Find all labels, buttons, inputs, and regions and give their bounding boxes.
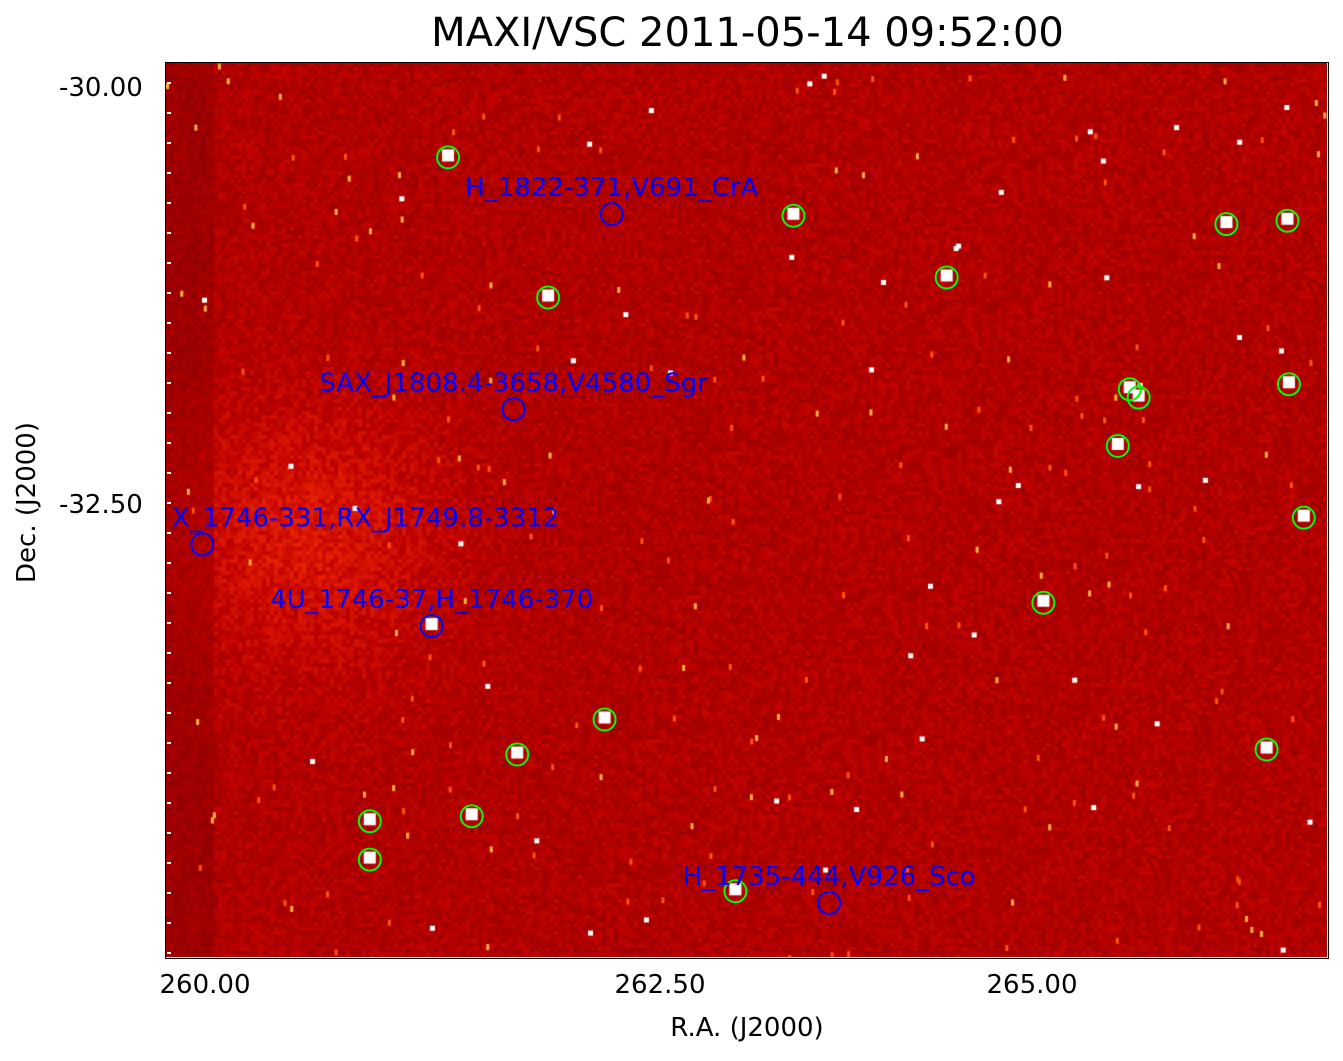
detected-source-marker xyxy=(1276,372,1301,397)
detected-source-marker xyxy=(357,847,382,872)
detected-source-marker xyxy=(459,804,484,829)
catalog-source-marker xyxy=(817,890,842,915)
catalog-source-label: 4U_1746-37,H_1746-370 xyxy=(270,585,593,615)
catalog-source-label: SAX_J1808.4-3658,V4580_Sgr xyxy=(319,368,708,398)
x-tick-label: 265.00 xyxy=(986,970,1078,1000)
x-tick-label: 262.50 xyxy=(614,970,706,1000)
catalog-source-label: X_1746-331,RX_J1749.8-3312 xyxy=(172,503,559,533)
detected-source-marker xyxy=(1254,737,1279,762)
y-axis-label: Dec. (J2000) xyxy=(12,422,42,583)
detected-source-marker xyxy=(536,285,561,310)
source-markers: H_1822-371,V691_CrA SAX_J1808.4-3658,V458… xyxy=(167,82,1316,954)
catalog-source-marker xyxy=(190,532,215,557)
detected-source-marker xyxy=(1126,385,1151,410)
detected-source-marker xyxy=(1117,377,1142,402)
detected-source-marker xyxy=(505,742,530,767)
chart-title: MAXI/VSC 2011-05-14 09:52:00 xyxy=(431,10,1064,56)
detected-source-marker xyxy=(1031,590,1056,615)
y-tick-label: -30.00 xyxy=(59,73,143,103)
detected-source-marker xyxy=(723,879,748,904)
catalog-source-label: H_1735-444,V926_Sco xyxy=(683,862,976,892)
detected-source-marker xyxy=(1105,433,1130,458)
detected-source-marker xyxy=(1275,208,1300,233)
detected-source-marker xyxy=(934,265,959,290)
detected-source-marker xyxy=(592,707,617,732)
detected-source-marker xyxy=(781,203,806,228)
plot-area: H_1822-371,V691_CrA SAX_J1808.4-3658,V458… xyxy=(165,62,1329,959)
detected-source-marker xyxy=(436,145,461,170)
y-tick-label: -32.50 xyxy=(59,490,143,520)
detected-source-marker xyxy=(357,809,382,834)
detected-source-marker xyxy=(1291,505,1316,530)
x-axis-label: R.A. (J2000) xyxy=(670,1013,824,1043)
xray-count-map xyxy=(166,63,1327,957)
catalog-source-marker xyxy=(599,202,624,227)
x-tick-label: 260.00 xyxy=(159,970,251,1000)
detected-source-marker xyxy=(1214,212,1239,237)
catalog-source-marker xyxy=(419,614,444,639)
catalog-source-label: H_1822-371,V691_CrA xyxy=(465,173,758,203)
catalog-source-marker xyxy=(501,397,526,422)
